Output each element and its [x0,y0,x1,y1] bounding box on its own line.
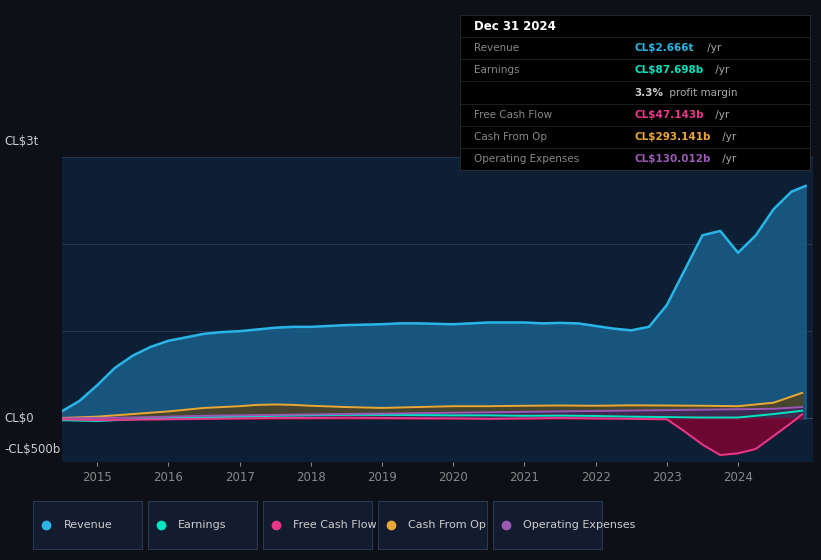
Text: profit margin: profit margin [666,87,737,97]
Text: Dec 31 2024: Dec 31 2024 [474,20,556,32]
Text: Free Cash Flow: Free Cash Flow [293,520,377,530]
Text: CL$87.698b: CL$87.698b [635,66,704,76]
Text: Cash From Op: Cash From Op [474,132,547,142]
Text: Revenue: Revenue [63,520,112,530]
Text: Cash From Op: Cash From Op [408,520,486,530]
Text: /yr: /yr [719,132,736,142]
Text: /yr: /yr [719,154,736,164]
Text: /yr: /yr [704,43,722,53]
Text: Earnings: Earnings [178,520,227,530]
Text: Operating Expenses: Operating Expenses [523,520,635,530]
Text: CL$3t: CL$3t [4,136,39,148]
Text: /yr: /yr [712,110,729,120]
Text: CL$293.141b: CL$293.141b [635,132,711,142]
Text: Revenue: Revenue [474,43,519,53]
Text: -CL$500b: -CL$500b [4,443,61,456]
Text: CL$130.012b: CL$130.012b [635,154,711,164]
Text: 3.3%: 3.3% [635,87,663,97]
Text: Free Cash Flow: Free Cash Flow [474,110,552,120]
Text: CL$47.143b: CL$47.143b [635,110,704,120]
Text: Earnings: Earnings [474,66,519,76]
Text: /yr: /yr [712,66,729,76]
Text: Operating Expenses: Operating Expenses [474,154,579,164]
Text: CL$2.666t: CL$2.666t [635,43,695,53]
Text: CL$0: CL$0 [4,412,34,425]
